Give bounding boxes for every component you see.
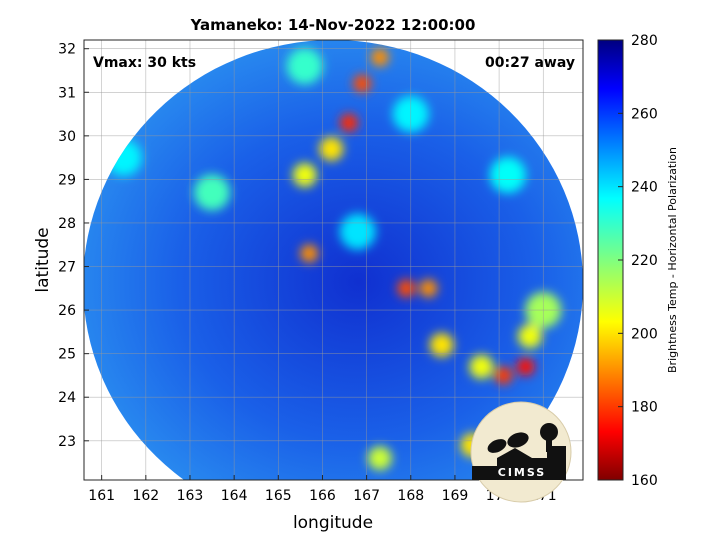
y-tick-label: 31: [58, 85, 76, 101]
brightness-blob: [489, 157, 526, 194]
brightness-blob: [429, 332, 454, 357]
logo-building-silhouette: [472, 446, 566, 480]
x-tick-label: 165: [265, 488, 292, 504]
x-tick-label: 164: [221, 488, 248, 504]
chart-title: Yamaneko: 14-Nov-2022 12:00:00: [190, 16, 476, 34]
x-tick-label: 162: [132, 488, 159, 504]
colorbar: 280 260 240 220 200 180 160 Brightness Temp - …: [597, 33, 679, 489]
x-tick-label: 163: [177, 488, 204, 504]
plot-area: 161162163164165166167168169170171 323130…: [58, 39, 584, 504]
vmax-annotation: Vmax: 30 kts: [93, 55, 196, 71]
y-tick-label: 24: [58, 390, 76, 406]
brightness-blob: [469, 354, 494, 379]
x-tick-label: 169: [442, 488, 469, 504]
brightness-blob: [516, 357, 535, 376]
colorbar-tick-label: 280: [631, 33, 658, 49]
colorbar-ticks: 280 260 240 220 200 180 160: [618, 33, 658, 489]
brightness-blob: [370, 48, 389, 67]
axes-frame: [83, 39, 584, 481]
y-axis-ticks: 32 31 30 29 28 27 26 25 24 23: [58, 42, 89, 450]
cimss-logo: CIMSS: [470, 401, 572, 503]
colorbar-tick-label: 260: [631, 106, 658, 122]
y-tick-label: 23: [58, 434, 76, 450]
time-offset-annotation: 00:27 away: [485, 55, 575, 71]
colorbar-tick-label: 220: [631, 253, 658, 269]
logo-water-tower-icon: [540, 423, 558, 441]
brightness-blob: [319, 136, 344, 161]
grid-lines: [84, 40, 583, 480]
colorbar-tick-label: 200: [631, 326, 658, 342]
brightness-blob: [367, 446, 392, 471]
brightness-blob: [300, 244, 319, 263]
y-tick-label: 32: [58, 42, 76, 58]
brightness-blob: [194, 174, 231, 211]
colorbar-tick-label: 160: [631, 473, 658, 489]
colorbar-label: Brightness Temp - Horizontal Polarizatio…: [666, 147, 679, 373]
y-tick-label: 28: [58, 216, 76, 232]
colorbar-tick-label: 240: [631, 180, 658, 196]
colorbar-tick-label: 180: [631, 400, 658, 416]
x-tick-label: 167: [353, 488, 380, 504]
brightness-blob: [353, 74, 372, 93]
x-tick-label: 168: [397, 488, 424, 504]
y-tick-label: 26: [58, 303, 76, 319]
brightness-blob: [397, 279, 416, 298]
x-tick-label: 166: [309, 488, 336, 504]
brightness-blob: [518, 324, 543, 349]
y-axis-label: latitude: [33, 227, 53, 292]
brightness-blob: [292, 163, 317, 188]
x-tick-label: 161: [88, 488, 115, 504]
y-tick-label: 30: [58, 129, 76, 145]
brightness-blob: [339, 113, 358, 132]
logo-satellite-dish-icon: [507, 432, 529, 448]
brightness-blob: [419, 279, 438, 298]
brightness-blob: [286, 48, 323, 85]
y-tick-label: 29: [58, 172, 76, 188]
brightness-blob: [494, 366, 513, 385]
y-tick-label: 25: [58, 347, 76, 363]
y-tick-label: 27: [58, 260, 76, 276]
x-axis-label: longitude: [293, 513, 373, 533]
brightness-blob: [339, 213, 376, 250]
logo-text: CIMSS: [498, 466, 546, 479]
